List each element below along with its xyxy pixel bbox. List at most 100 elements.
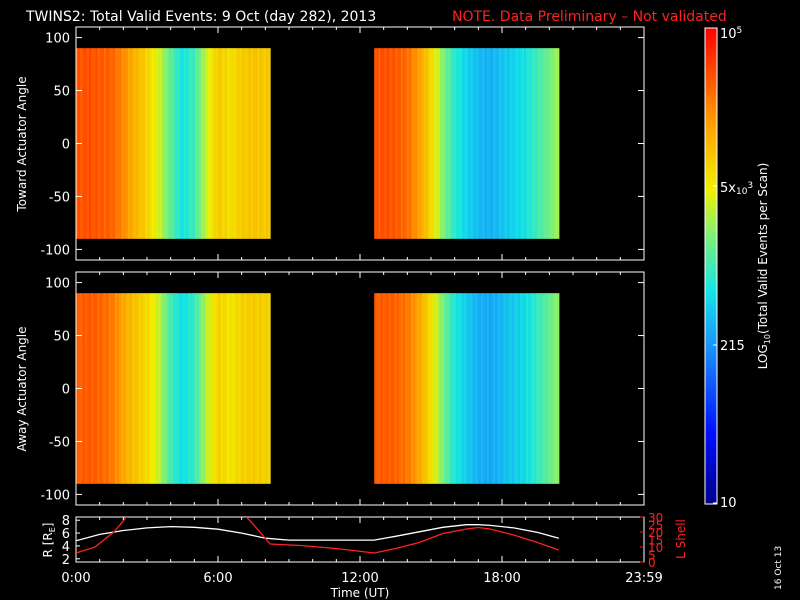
heat-column <box>525 293 529 484</box>
heat-column <box>495 293 498 484</box>
heat-column <box>132 293 135 484</box>
heat-column <box>425 48 429 239</box>
heat-column <box>88 293 92 484</box>
heat-column <box>267 293 271 484</box>
heat-column <box>491 293 494 484</box>
heat-column <box>552 293 556 484</box>
heat-column <box>482 48 486 239</box>
heat-column <box>431 48 435 239</box>
heat-column <box>460 48 463 239</box>
heat-column <box>179 293 183 484</box>
heat-column <box>196 48 200 239</box>
heat-column <box>427 293 431 484</box>
heat-column <box>499 48 502 239</box>
heat-column <box>499 293 502 484</box>
heat-column <box>201 293 204 484</box>
heat-column <box>190 48 194 239</box>
heat-column <box>166 48 170 239</box>
y-tick-label: 50 <box>53 85 70 100</box>
heat-column <box>411 48 414 239</box>
x-tick-label: 6:00 <box>203 571 232 586</box>
heat-column <box>218 48 222 239</box>
heat-column <box>91 48 94 239</box>
heat-column <box>441 48 445 239</box>
heat-column <box>138 48 142 239</box>
heat-column <box>525 48 529 239</box>
heat-column <box>168 293 172 484</box>
heat-column <box>259 293 263 484</box>
heat-column <box>456 293 459 484</box>
heat-column <box>207 293 211 484</box>
heat-column <box>106 293 109 484</box>
colorbar-gradient <box>704 27 718 505</box>
heat-column <box>521 293 525 484</box>
heat-column <box>162 48 166 239</box>
heat-column <box>239 293 243 484</box>
y-tick-label: 0 <box>62 383 70 398</box>
heat-column <box>145 48 148 239</box>
heat-column <box>147 48 150 239</box>
heat-column <box>125 293 129 484</box>
heat-column <box>521 48 525 239</box>
heat-column <box>97 293 101 484</box>
heat-column <box>501 48 505 239</box>
y-tick-label: 50 <box>53 330 70 345</box>
heat-column <box>550 293 554 484</box>
toward-y-label: Toward Actuator Angle <box>15 76 29 212</box>
heat-column <box>95 293 99 484</box>
heat-column <box>435 48 439 239</box>
heat-column <box>129 293 133 484</box>
heat-column <box>396 48 400 239</box>
away-angle-panel: 100 50 0 -50 -100 Away Actuator Angle <box>15 271 645 506</box>
heat-column <box>462 48 466 239</box>
heat-column <box>407 48 410 239</box>
heat-column <box>425 293 429 484</box>
heat-column <box>489 293 492 484</box>
heat-column <box>263 293 267 484</box>
heat-column <box>108 48 112 239</box>
heat-column <box>376 293 379 484</box>
heat-column <box>203 293 206 484</box>
heat-column <box>188 48 191 239</box>
heat-column <box>181 48 185 239</box>
heat-column <box>164 293 168 484</box>
heat-column <box>82 48 86 239</box>
heat-column <box>386 293 390 484</box>
heat-column <box>532 293 535 484</box>
heat-column <box>261 293 265 484</box>
heat-column <box>374 293 377 484</box>
heat-column <box>229 48 232 239</box>
heat-column <box>207 48 211 239</box>
heat-column <box>99 293 103 484</box>
heat-column <box>517 293 521 484</box>
heat-column <box>173 293 176 484</box>
heat-column <box>166 293 170 484</box>
heat-column <box>110 48 114 239</box>
heat-column <box>263 48 267 239</box>
heat-column <box>540 48 543 239</box>
heat-column <box>429 293 433 484</box>
heat-column <box>153 48 157 239</box>
heat-column <box>203 48 206 239</box>
toward-angle-panel: 100 50 0 -50 -100 Toward Actuator Angle <box>15 26 645 261</box>
heat-column <box>242 293 245 484</box>
heat-column <box>267 48 271 239</box>
y-tick-label: 100 <box>45 277 70 292</box>
heat-column <box>474 293 478 484</box>
heat-column <box>149 48 153 239</box>
heat-column <box>546 293 550 484</box>
heat-column <box>487 48 490 239</box>
heat-column <box>168 48 172 239</box>
heat-column <box>439 293 443 484</box>
heat-column <box>233 48 237 239</box>
heat-column <box>519 293 523 484</box>
heat-column <box>515 48 519 239</box>
heat-column <box>523 48 527 239</box>
heat-column <box>237 293 241 484</box>
heat-column <box>542 48 546 239</box>
heat-column <box>224 293 228 484</box>
heat-column <box>254 293 258 484</box>
heat-column <box>402 48 406 239</box>
heat-column <box>517 48 521 239</box>
